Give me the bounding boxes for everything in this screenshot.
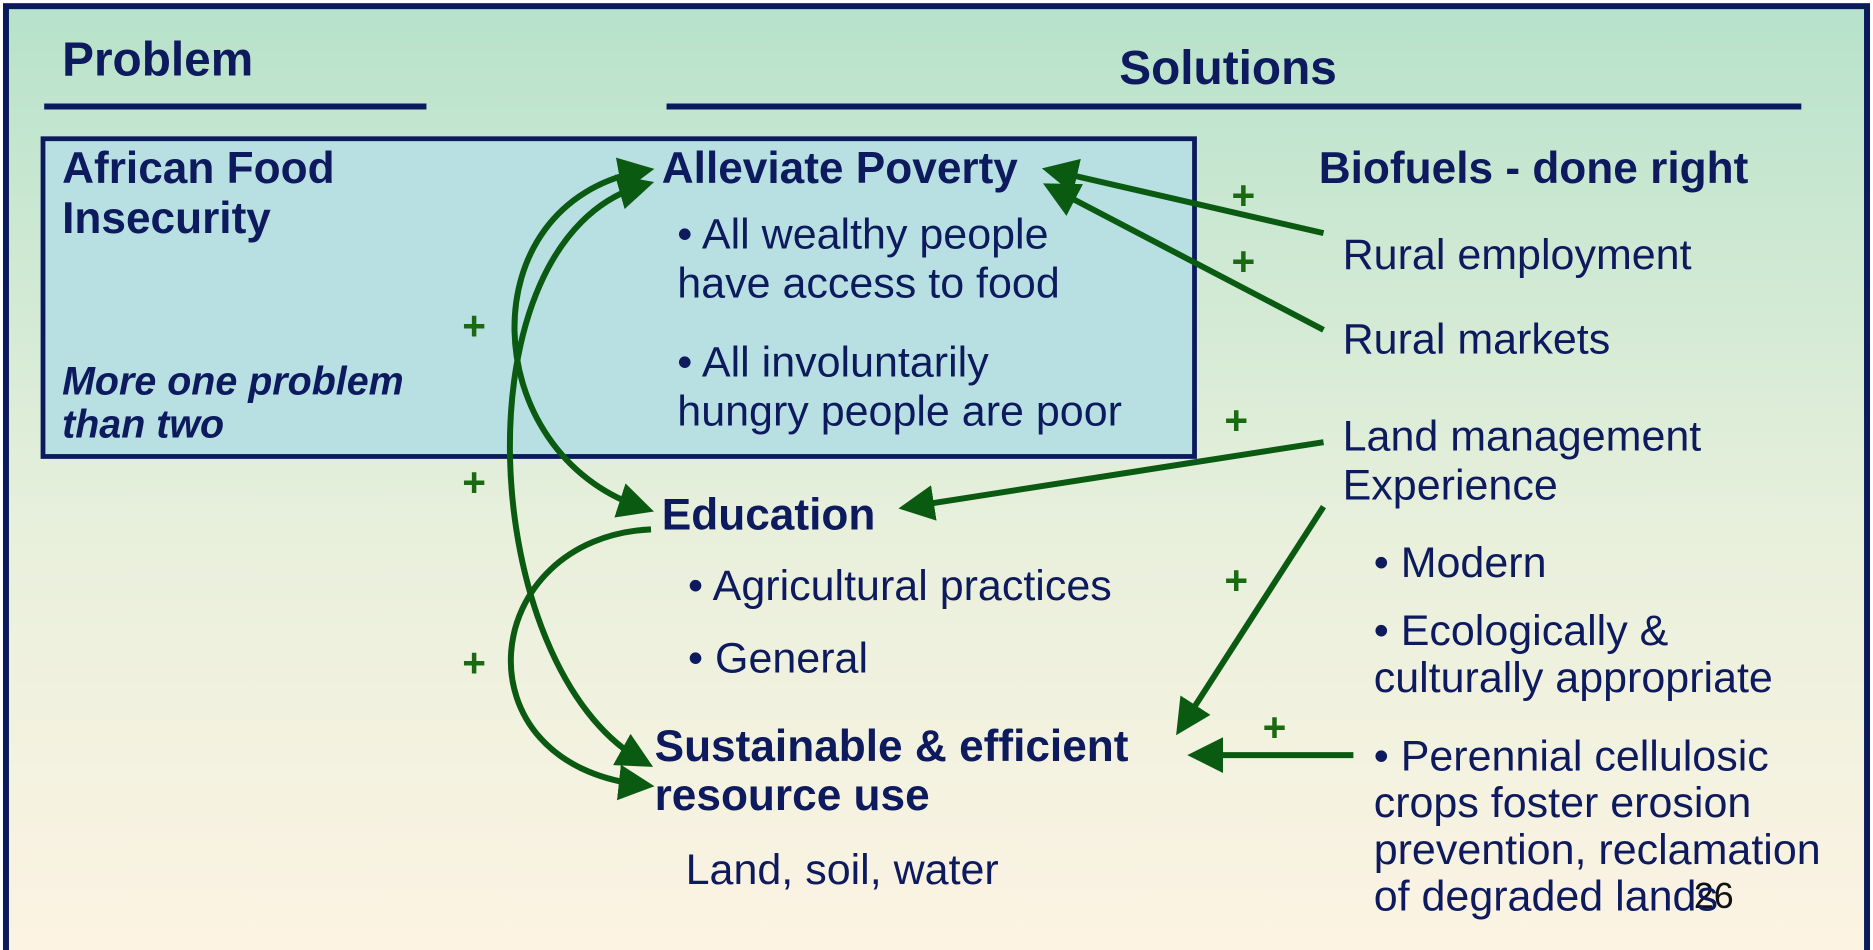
- goal-item: Land, soil, water: [686, 846, 999, 894]
- goal-title: Education: [662, 490, 876, 539]
- arrow: [511, 157, 655, 518]
- goal-item: • General: [688, 635, 868, 683]
- goal-item: hungry people are poor: [677, 387, 1122, 435]
- biofuel-bullet: of degraded lands: [1374, 872, 1718, 920]
- biofuel-bullet: crops foster erosion: [1374, 779, 1752, 827]
- biofuels-title: Biofuels - done right: [1319, 144, 1749, 193]
- goal-item: have access to food: [677, 260, 1059, 308]
- biofuel-item: Experience: [1343, 461, 1558, 509]
- link-label: +: [1263, 704, 1287, 750]
- goal-title: Alleviate Poverty: [662, 144, 1019, 193]
- biofuel-bullet: prevention, reclamation: [1374, 826, 1821, 874]
- goal-title: resource use: [655, 771, 930, 820]
- link-label: +: [1232, 172, 1256, 218]
- goal-title: Sustainable & efficient: [655, 722, 1129, 771]
- arrow: [1042, 183, 1325, 333]
- problem-title: Insecurity: [62, 194, 271, 243]
- link-label: +: [1224, 397, 1248, 443]
- arrow: [507, 526, 655, 801]
- link-label: +: [1232, 238, 1256, 284]
- goal-item: • All wealthy people: [677, 211, 1048, 259]
- biofuel-item: Rural markets: [1343, 316, 1611, 364]
- biofuel-bullet: culturally appropriate: [1374, 654, 1773, 702]
- biofuel-item: Rural employment: [1343, 231, 1692, 279]
- arrow: [506, 174, 655, 767]
- link-label: +: [462, 302, 486, 348]
- solutions-header: Solutions: [1119, 42, 1337, 95]
- problem-title: African Food: [62, 144, 334, 193]
- arrow: [898, 439, 1324, 521]
- arrows: [506, 157, 1354, 801]
- problem-note: than two: [62, 402, 224, 446]
- biofuel-item: Land management: [1343, 413, 1702, 461]
- link-label: +: [1224, 557, 1248, 603]
- biofuel-bullet: • Ecologically &: [1374, 607, 1669, 655]
- biofuel-bullet: • Modern: [1374, 539, 1547, 587]
- page-number: 26: [1694, 876, 1734, 916]
- link-label: +: [462, 459, 486, 505]
- arrow: [1176, 505, 1327, 736]
- link-label: +: [462, 639, 486, 685]
- goal-item: • All involuntarily: [677, 338, 989, 386]
- problem-header: Problem: [62, 33, 253, 86]
- problem-note: More one problem: [62, 359, 404, 403]
- goal-item: • Agricultural practices: [688, 562, 1112, 610]
- arrow: [1041, 158, 1325, 237]
- biofuel-bullet: • Perennial cellulosic: [1374, 733, 1769, 781]
